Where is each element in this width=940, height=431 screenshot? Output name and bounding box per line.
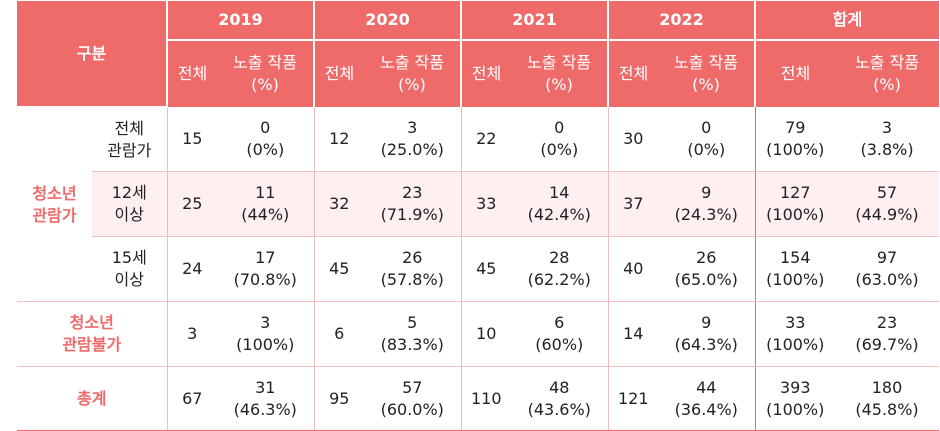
header-total: 전체 (166, 40, 218, 107)
header-sub-row: 전체 노출 작품 (%) 전체 노출 작품 (%) 전체 노출 작품 (%) 전체 노… (17, 40, 940, 107)
year-total-cell: 3 (166, 301, 218, 367)
header-year-row: 구분 2019 2020 2021 2022 합계 (17, 1, 940, 108)
header-exposed: 노출 작품 (%) (217, 40, 315, 107)
sum-exposed-cell: 23 (69.7%) (835, 301, 940, 367)
header-year-2021: 2021 (460, 1, 609, 41)
year-exposed-cell: 0 (0%) (511, 107, 609, 172)
header-total: 전체 (754, 40, 836, 107)
year-exposed-cell: 26 (65.0%) (658, 236, 756, 302)
year-total-cell: 32 (313, 171, 365, 237)
year-exposed-cell: 23 (71.9%) (364, 171, 462, 237)
year-exposed-cell: 44 (36.4%) (658, 366, 756, 431)
year-exposed-cell: 6 (60%) (511, 301, 609, 367)
year-exposed-cell: 3 (100%) (217, 301, 315, 367)
group-label-not-for-youth: 청소년 관람불가 (17, 301, 168, 367)
year-exposed-cell: 9 (64.3%) (658, 301, 756, 367)
header-exposed: 노출 작품 (%) (511, 40, 609, 107)
year-exposed-cell: 48 (43.6%) (511, 366, 609, 431)
rating-label: 12세 이상 (92, 171, 168, 237)
sum-total-cell: 393 (100%) (754, 366, 836, 431)
header-year-2019: 2019 (166, 1, 315, 41)
year-total-cell: 45 (460, 236, 512, 302)
sum-total-cell: 127 (100%) (754, 171, 836, 237)
rating-label: 전체 관람가 (92, 107, 168, 172)
sum-total-cell: 79 (100%) (754, 107, 836, 172)
year-total-cell: 6 (313, 301, 365, 367)
year-exposed-cell: 5 (83.3%) (364, 301, 462, 367)
year-total-cell: 30 (607, 107, 659, 172)
table-row: 15세 이상 24 17 (70.8%) 45 26 (57.8%) 45 28 (62.2%) 40… (17, 236, 940, 302)
year-exposed-cell: 17 (70.8%) (217, 236, 315, 302)
table-row: 총계 67 31 (46.3%) 95 57 (60.0%) 110 48 (43.6%) 121 4… (17, 366, 940, 431)
stats-table: 구분 2019 2020 2021 2022 합계 전체 노출 작품 (%) 전체… (17, 1, 940, 431)
year-total-cell: 15 (166, 107, 218, 172)
header-year-2022: 2022 (607, 1, 756, 41)
year-total-cell: 121 (607, 366, 659, 431)
table-row: 청소년 관람가 전체 관람가 15 0 (0%) 12 3 (25.0%) 22 0 (0%) 30 0 (0… (17, 107, 940, 302)
group-label-grand-total: 총계 (17, 366, 168, 431)
year-total-cell: 67 (166, 366, 218, 431)
year-exposed-cell: 0 (0%) (658, 107, 756, 172)
year-exposed-cell: 31 (46.3%) (217, 366, 315, 431)
group-label-youth-viewable: 청소년 관람가 (17, 107, 92, 302)
year-total-cell: 110 (460, 366, 512, 431)
year-total-cell: 24 (166, 236, 218, 302)
year-exposed-cell: 11 (44%) (217, 171, 315, 237)
year-exposed-cell: 57 (60.0%) (364, 366, 462, 431)
sum-total-cell: 33 (100%) (754, 301, 836, 367)
year-exposed-cell: 3 (25.0%) (364, 107, 462, 172)
sum-total-cell: 154 (100%) (754, 236, 836, 302)
table-row: 12세 이상 25 11 (44%) 32 23 (71.9%) 33 14 (42.4%) 37 9(… (17, 171, 940, 237)
year-exposed-cell: 28 (62.2%) (511, 236, 609, 302)
header-year-2020: 2020 (313, 1, 462, 41)
header-exposed: 노출 작품 (%) (364, 40, 462, 107)
table-row: 청소년 관람불가 3 3 (100%) 6 5 (83.3%) 10 6 (60%) 14 9 (64.3… (17, 301, 940, 367)
year-total-cell: 40 (607, 236, 659, 302)
year-total-cell: 12 (313, 107, 365, 172)
year-exposed-cell: 14 (42.4%) (511, 171, 609, 237)
sum-exposed-cell: 180 (45.8%) (835, 366, 940, 431)
header-category: 구분 (17, 1, 168, 108)
header-total: 전체 (313, 40, 365, 107)
header-exposed: 노출 작품 (%) (658, 40, 756, 107)
year-total-cell: 10 (460, 301, 512, 367)
year-total-cell: 22 (460, 107, 512, 172)
rating-label: 15세 이상 (92, 236, 168, 302)
header-sum: 합계 (754, 1, 940, 41)
year-total-cell: 95 (313, 366, 365, 431)
sum-exposed-cell: 57 (44.9%) (835, 171, 940, 237)
sum-exposed-cell: 3 (3.8%) (835, 107, 940, 172)
header-total: 전체 (607, 40, 659, 107)
year-total-cell: 14 (607, 301, 659, 367)
year-total-cell: 33 (460, 171, 512, 237)
year-exposed-cell: 9 (24.3%) (658, 171, 756, 237)
year-total-cell: 37 (607, 171, 659, 237)
year-total-cell: 45 (313, 236, 365, 302)
header-total: 전체 (460, 40, 512, 107)
header-exposed: 노출 작품 (%) (835, 40, 940, 107)
year-total-cell: 25 (166, 171, 218, 237)
year-exposed-cell: 0 (0%) (217, 107, 315, 172)
sum-exposed-cell: 97 (63.0%) (835, 236, 940, 302)
year-exposed-cell: 26 (57.8%) (364, 236, 462, 302)
